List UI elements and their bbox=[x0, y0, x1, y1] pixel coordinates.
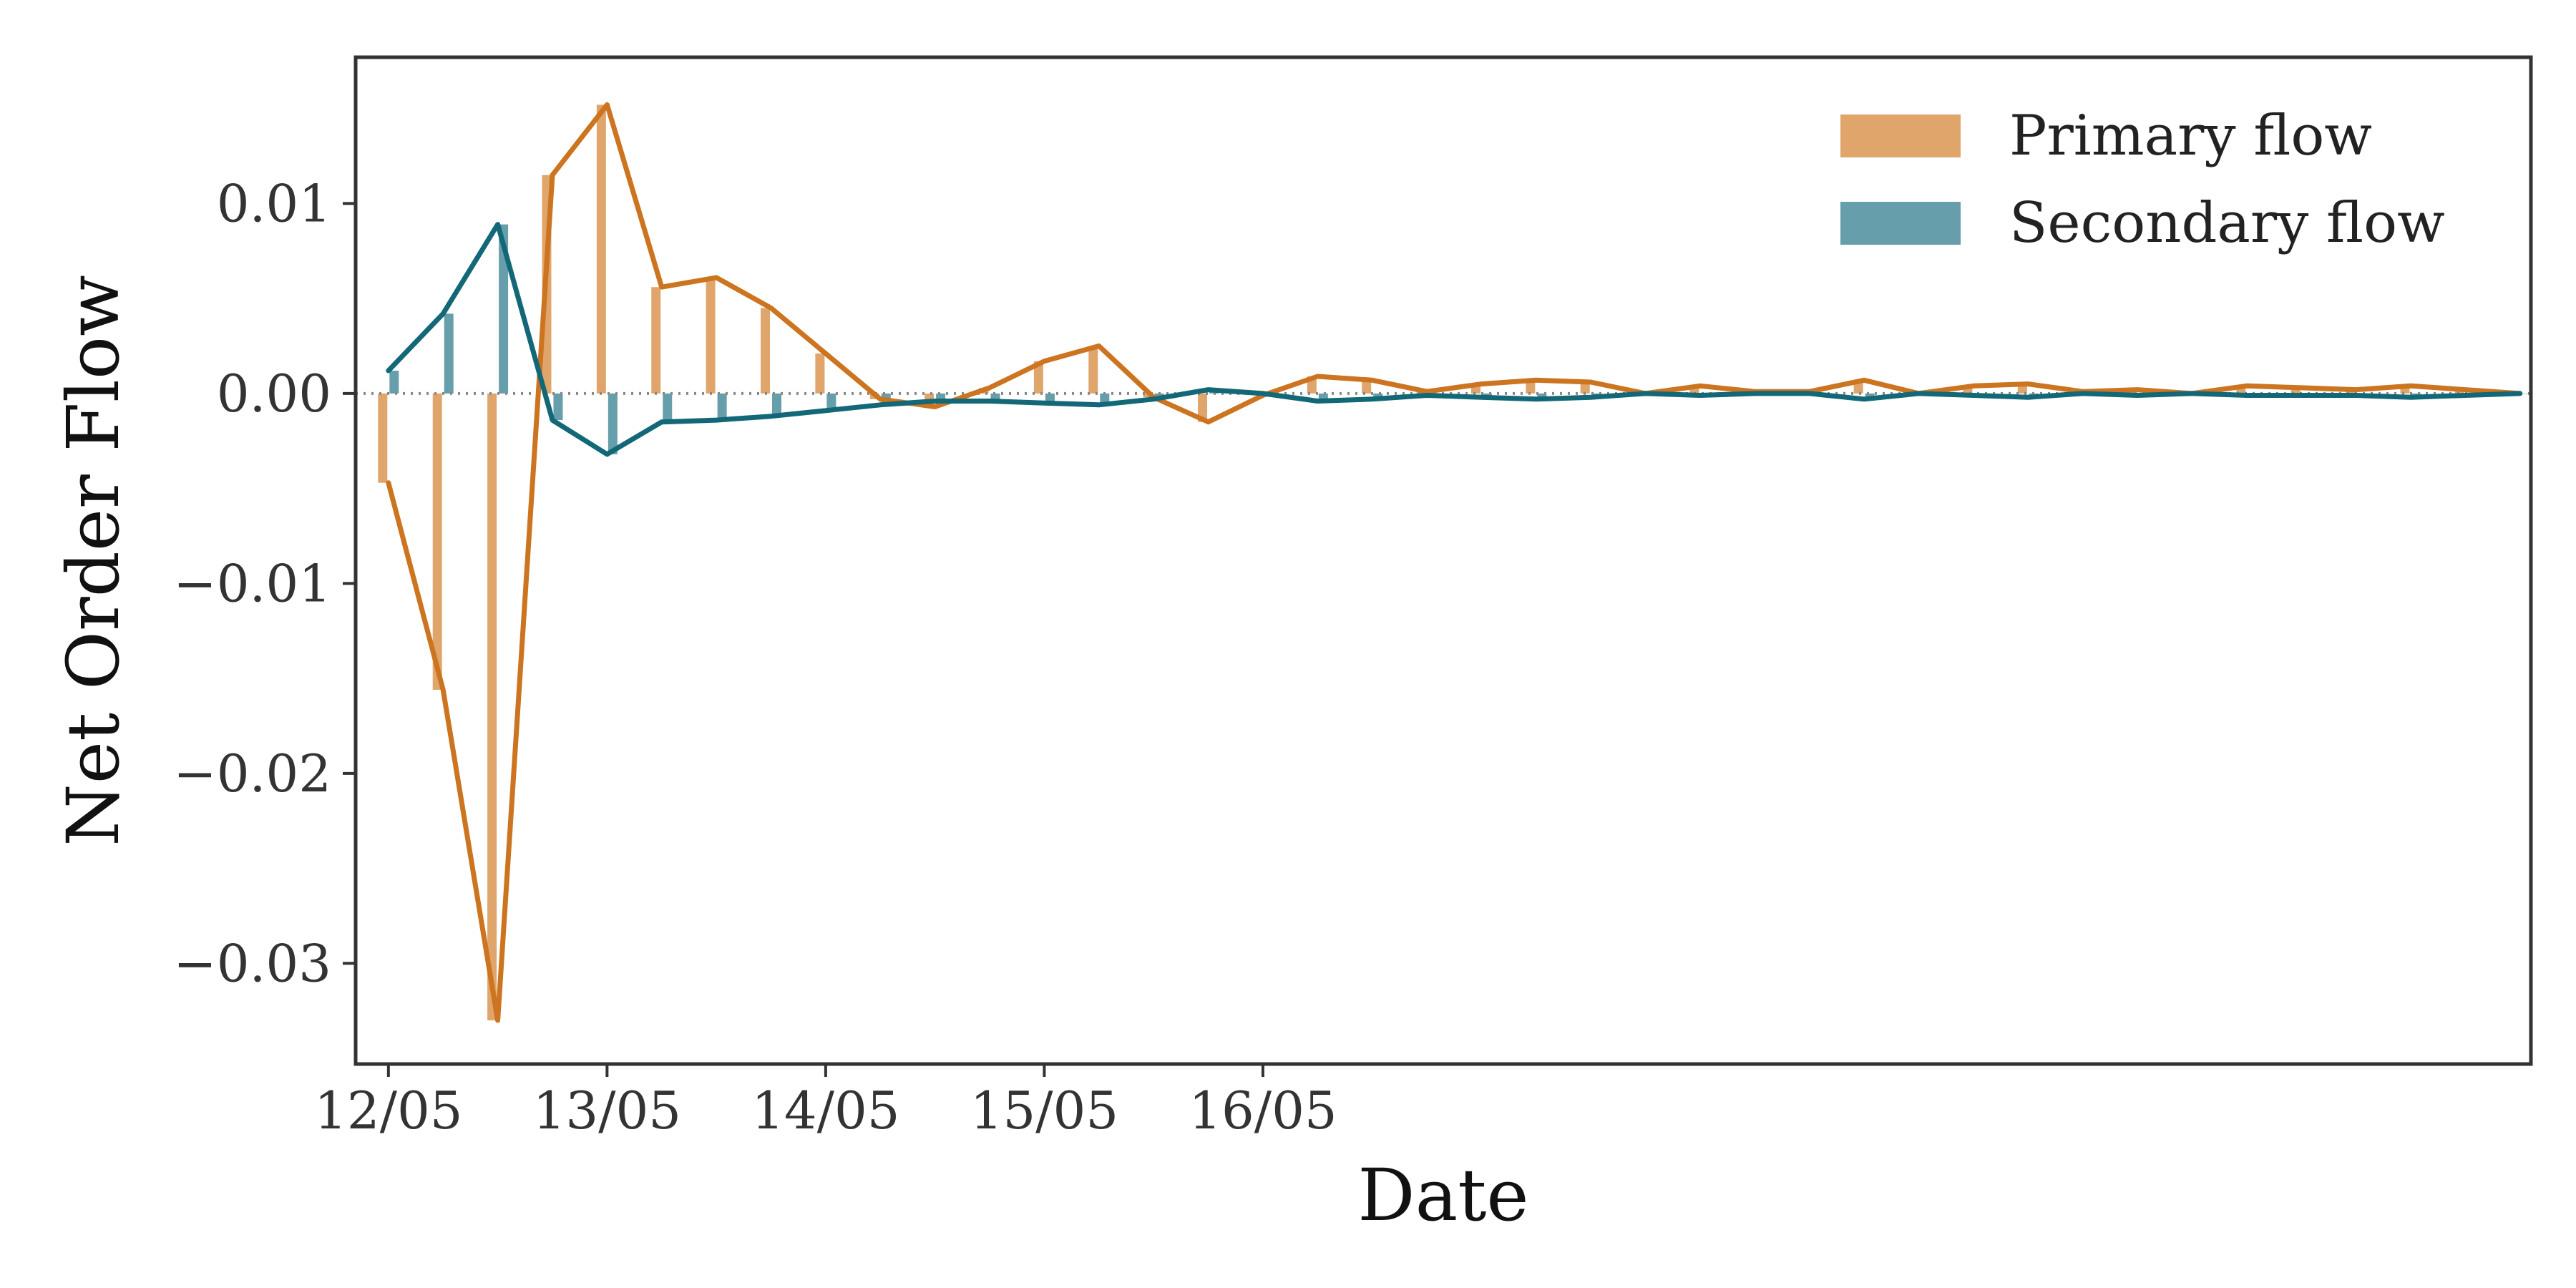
secondary-flow-bar bbox=[990, 393, 1000, 401]
secondary-flow-bar bbox=[663, 393, 673, 422]
primary-flow-bar bbox=[2236, 386, 2246, 394]
secondary-flow-bar bbox=[553, 393, 563, 421]
plot-frame bbox=[353, 55, 2533, 1066]
primary-flow-bar bbox=[1580, 381, 1590, 394]
primary-flow-bar bbox=[706, 277, 716, 394]
lines-group bbox=[386, 102, 2523, 1023]
primary-flow-bar bbox=[378, 393, 388, 483]
x-tick-label: 15/05 bbox=[970, 1080, 1119, 1141]
secondary-flow-bar bbox=[772, 393, 782, 416]
x-tick-label: 14/05 bbox=[751, 1080, 900, 1141]
primary-flow-bar bbox=[1143, 393, 1153, 398]
primary-flow-bar bbox=[487, 393, 497, 1020]
x-axis-title: Date bbox=[1357, 1153, 1528, 1237]
legend-label-primary-flow: Primary flow bbox=[2009, 104, 2372, 168]
secondary-flow-bar bbox=[1537, 393, 1547, 399]
primary-flow-bar bbox=[2290, 387, 2301, 394]
y-tick-label: 0.00 bbox=[217, 364, 331, 424]
primary-flow-bar bbox=[1088, 346, 1098, 394]
secondary-flow-bar bbox=[936, 393, 946, 401]
legend-swatch-primary-flow bbox=[1840, 114, 1961, 157]
primary-flow-bar bbox=[761, 308, 771, 394]
y-tick-label: −0.01 bbox=[173, 553, 331, 613]
secondary-flow-bar bbox=[389, 371, 399, 394]
secondary-flow-bar bbox=[444, 313, 454, 394]
primary-flow-bar bbox=[815, 353, 825, 394]
secondary-flow-bar bbox=[717, 393, 727, 421]
secondary-flow-bar bbox=[1045, 393, 1055, 404]
primary-flow-bar bbox=[1198, 393, 1208, 422]
primary-flow-bar bbox=[1526, 380, 1536, 394]
x-tick-label: 16/05 bbox=[1189, 1080, 1337, 1141]
x-tick-label: 13/05 bbox=[533, 1080, 682, 1141]
secondary-flow-bar bbox=[1318, 393, 1328, 401]
y-axis-title: Net Order Flow bbox=[52, 275, 135, 846]
secondary-flow-bar bbox=[499, 224, 509, 394]
primary-flow-bar bbox=[596, 104, 606, 394]
primary-flow-bar bbox=[1689, 386, 1699, 394]
primary-flow-bar bbox=[1033, 361, 1043, 394]
legend-swatch-secondary-flow bbox=[1840, 202, 1961, 245]
primary-flow-bar bbox=[432, 393, 442, 691]
y-axis: 0.01 0.00 −0.01 −0.02 −0.03 bbox=[173, 173, 356, 993]
primary-flow-bar bbox=[1963, 386, 1973, 394]
primary-flow-line bbox=[386, 102, 2523, 1023]
y-tick-label: 0.01 bbox=[217, 173, 331, 233]
primary-flow-bar bbox=[1362, 380, 1372, 394]
primary-flow-bar bbox=[2400, 386, 2410, 394]
y-tick-label: −0.02 bbox=[173, 743, 331, 804]
secondary-flow-bar bbox=[608, 393, 618, 454]
y-tick-label: −0.03 bbox=[173, 933, 331, 993]
primary-flow-bar bbox=[651, 287, 661, 394]
secondary-flow-line bbox=[386, 222, 2523, 457]
legend: Primary flow Secondary flow bbox=[1840, 104, 2445, 255]
x-axis: 12/05 13/05 14/05 15/05 16/05 bbox=[314, 1064, 1337, 1141]
secondary-flow-bar bbox=[826, 393, 836, 411]
x-tick-label: 12/05 bbox=[314, 1080, 463, 1141]
bars-group bbox=[378, 104, 2531, 1020]
legend-label-secondary-flow: Secondary flow bbox=[2009, 191, 2445, 255]
